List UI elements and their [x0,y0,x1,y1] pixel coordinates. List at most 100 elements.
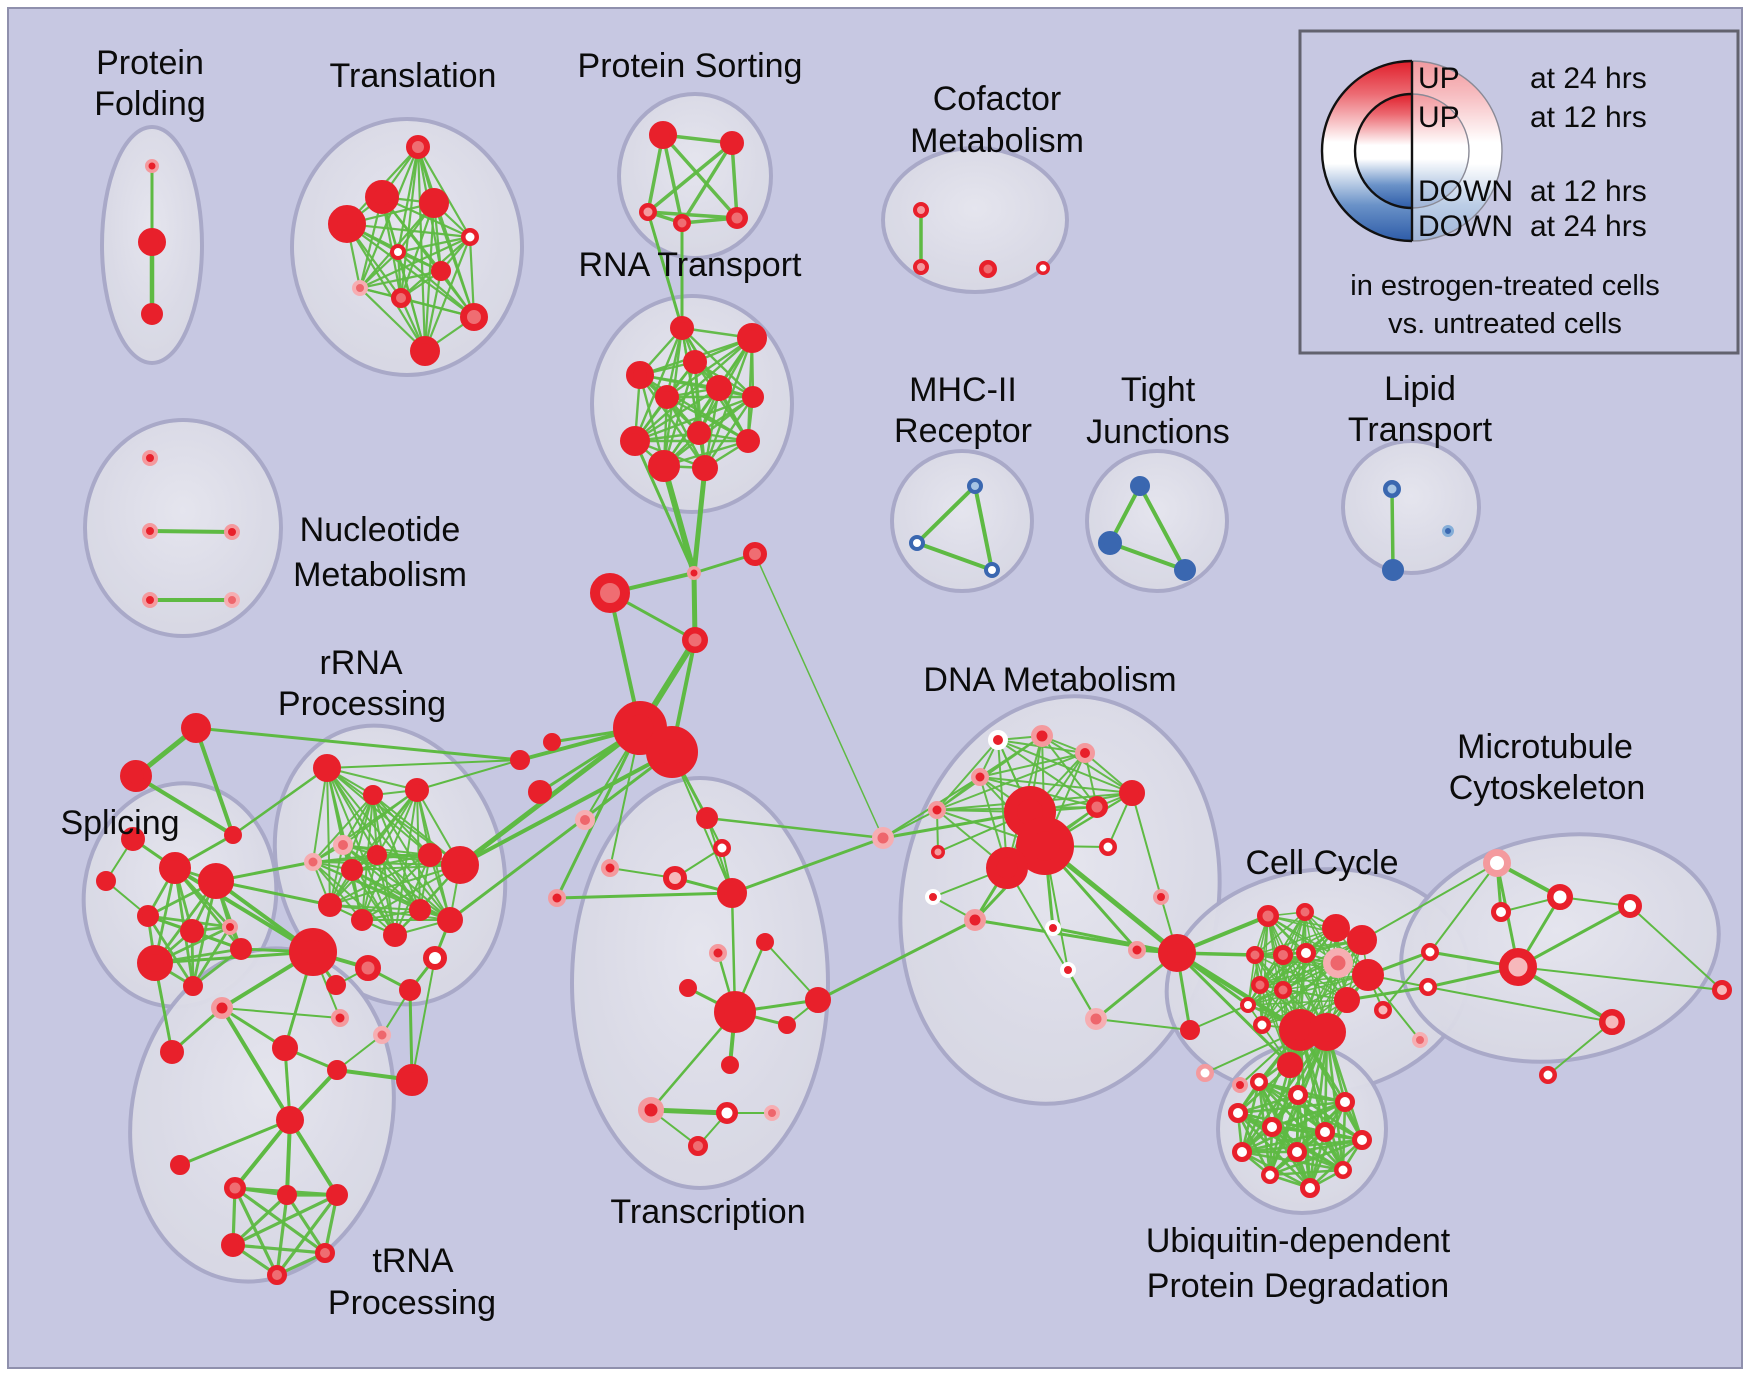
network-node-S5 [222,919,238,935]
network-node-S8 [183,976,203,996]
network-edge [1236,1093,1300,1115]
network-node-PF3 [141,303,163,325]
network-node-D1 [988,730,1008,750]
network-node-RR12 [383,923,407,947]
network-edge [1361,862,1498,941]
network-node-U4 [1228,1103,1248,1123]
cluster-label-dna-metabolism: DNA Metabolism [923,661,1176,699]
network-edge [345,222,472,239]
network-node-D20 [1180,1020,1200,1040]
network-node-G2 [1158,934,1196,972]
network-node-RR6 [341,859,363,881]
network-edge [233,1186,279,1277]
network-node-RR4 [333,835,353,855]
network-edge [1247,974,1369,1006]
network-node-Q13 [331,1009,349,1027]
network-node-L1 [543,733,561,751]
network-node-K11 [1274,981,1292,999]
network-node-K10 [1251,976,1269,994]
network-node-M1 [1483,849,1511,877]
network-node-D7 [1086,796,1108,818]
network-node-X5 [717,878,747,908]
network-node-K1 [1257,905,1279,927]
network-node-PS5 [726,207,748,229]
network-edge [661,133,684,225]
network-node-Q6 [170,1155,190,1175]
network-edge [816,918,977,1002]
network-node-U7 [1352,1130,1372,1150]
network-node-N1 [142,450,158,466]
network-node-PS2 [720,131,744,155]
network-edge [1006,867,1097,1020]
network-node-K8 [1323,948,1353,978]
network-node-MH1 [967,478,983,494]
network-edge [458,750,674,867]
network-node-R5 [655,385,679,409]
network-node-N3 [224,524,240,540]
network-edge [646,210,684,330]
network-node-M6 [1712,980,1732,1000]
network-edge [1308,1100,1347,1190]
network-node-K17 [1334,987,1360,1013]
legend-time-label-3: at 24 hrs [1530,210,1647,243]
network-node-U9 [1287,1142,1307,1162]
network-nodes [96,121,1732,1285]
network-edge [997,739,1098,808]
network-edge [312,767,328,863]
network-node-S4 [180,919,204,943]
network-node-TR2 [120,760,152,792]
network-node-PF2 [138,228,166,256]
network-node-X16 [688,1136,708,1156]
network-node-D16 [1153,889,1169,905]
network-node-U1 [1250,1073,1268,1091]
network-node-D12 [925,889,941,905]
cluster-label-tight-junctions: Junctions [1086,413,1230,451]
network-node-LP3 [1442,525,1454,537]
network-edge [1629,905,1723,991]
network-node-R11 [648,450,680,482]
cluster-label-splicing: Splicing [60,804,179,842]
network-edge [432,201,476,319]
network-node-Q12 [267,1265,287,1285]
network-node-Q7 [224,1177,246,1199]
network-node-T8 [352,280,368,296]
network-edge [1298,1028,1345,1172]
network-edge [1240,1130,1327,1154]
network-edge [1382,951,1431,1011]
network-node-PF1 [145,159,159,173]
network-edge [411,957,436,1081]
network-edge [754,553,884,839]
network-node-K20 [1232,1077,1248,1093]
legend-donut-left-arc [1320,59,1413,243]
network-node-Q10 [221,1233,245,1257]
network-edge [646,210,739,220]
network-edge [1270,1125,1345,1172]
network-node-TR1 [181,713,211,743]
network-edge [361,854,431,921]
network-node-N2 [142,523,158,539]
network-edge [1254,927,1337,956]
network-node-X1 [696,807,718,829]
network-edge [275,1193,339,1277]
network-node-U5 [1262,1117,1282,1137]
network-node-D2 [1031,725,1053,747]
network-node-RR17 [399,979,421,1001]
network-node-M7 [1599,1009,1625,1035]
network-node-T5 [461,228,479,246]
cluster-label-rna-transport: RNA Transport [579,246,803,284]
network-edge [1247,952,1307,1006]
network-node-CM4 [1036,261,1050,275]
network-node-M0b [1419,978,1437,996]
network-node-S3 [137,905,159,927]
cluster-label-cofactor-metabolism: Cofactor [933,80,1062,118]
cluster-ellipse-transcription [570,776,830,1190]
network-node-RR11 [351,909,373,931]
network-edge [220,1006,292,1122]
network-node-S1 [159,852,191,884]
network-node-X3 [663,866,687,890]
network-edge [231,1243,327,1255]
network-edge [326,767,451,921]
network-edge [148,529,234,534]
network-node-R7 [742,386,764,408]
